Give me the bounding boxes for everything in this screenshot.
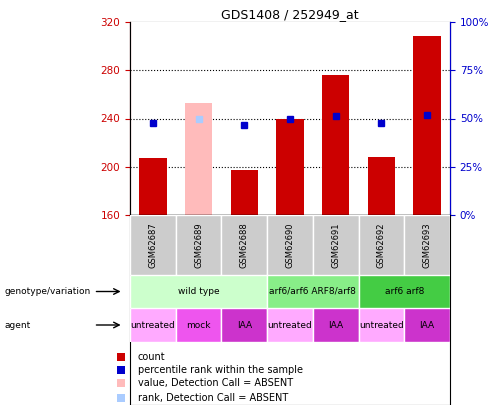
Text: IAA: IAA <box>237 320 252 330</box>
Bar <box>176 215 222 275</box>
Text: GSM62692: GSM62692 <box>377 222 386 268</box>
Text: GSM62690: GSM62690 <box>285 222 294 268</box>
Bar <box>313 215 359 275</box>
Text: untreated: untreated <box>130 320 175 330</box>
Bar <box>230 171 258 215</box>
Text: arf6 arf8: arf6 arf8 <box>385 287 424 296</box>
Bar <box>404 308 450 342</box>
Bar <box>322 75 349 215</box>
Bar <box>130 308 176 342</box>
Bar <box>130 215 176 275</box>
Text: untreated: untreated <box>359 320 404 330</box>
Bar <box>368 157 395 215</box>
Bar <box>185 103 212 215</box>
Bar <box>359 275 450 308</box>
Text: mock: mock <box>186 320 211 330</box>
Bar <box>413 36 441 215</box>
Bar <box>313 308 359 342</box>
Bar <box>267 215 313 275</box>
Bar <box>222 215 267 275</box>
Text: agent: agent <box>5 320 31 330</box>
Bar <box>267 308 313 342</box>
Bar <box>359 215 404 275</box>
Text: wild type: wild type <box>178 287 220 296</box>
Bar <box>222 308 267 342</box>
Text: value, Detection Call = ABSENT: value, Detection Call = ABSENT <box>138 378 293 388</box>
Bar <box>176 308 222 342</box>
Title: GDS1408 / 252949_at: GDS1408 / 252949_at <box>221 8 359 21</box>
Text: GSM62691: GSM62691 <box>331 222 340 268</box>
Text: percentile rank within the sample: percentile rank within the sample <box>138 364 303 375</box>
Text: genotype/variation: genotype/variation <box>5 287 91 296</box>
Bar <box>139 158 166 215</box>
Bar <box>276 119 304 215</box>
Text: GSM62689: GSM62689 <box>194 222 203 268</box>
Text: GSM62688: GSM62688 <box>240 222 249 268</box>
Bar <box>267 275 359 308</box>
Text: rank, Detection Call = ABSENT: rank, Detection Call = ABSENT <box>138 393 288 403</box>
Text: IAA: IAA <box>420 320 435 330</box>
Text: untreated: untreated <box>267 320 312 330</box>
Text: arf6/arf6 ARF8/arf8: arf6/arf6 ARF8/arf8 <box>269 287 356 296</box>
Bar <box>130 275 267 308</box>
Text: count: count <box>138 352 165 362</box>
Text: GSM62687: GSM62687 <box>148 222 157 268</box>
Text: IAA: IAA <box>328 320 343 330</box>
Text: GSM62693: GSM62693 <box>423 222 432 268</box>
Bar <box>404 215 450 275</box>
Bar <box>359 308 404 342</box>
